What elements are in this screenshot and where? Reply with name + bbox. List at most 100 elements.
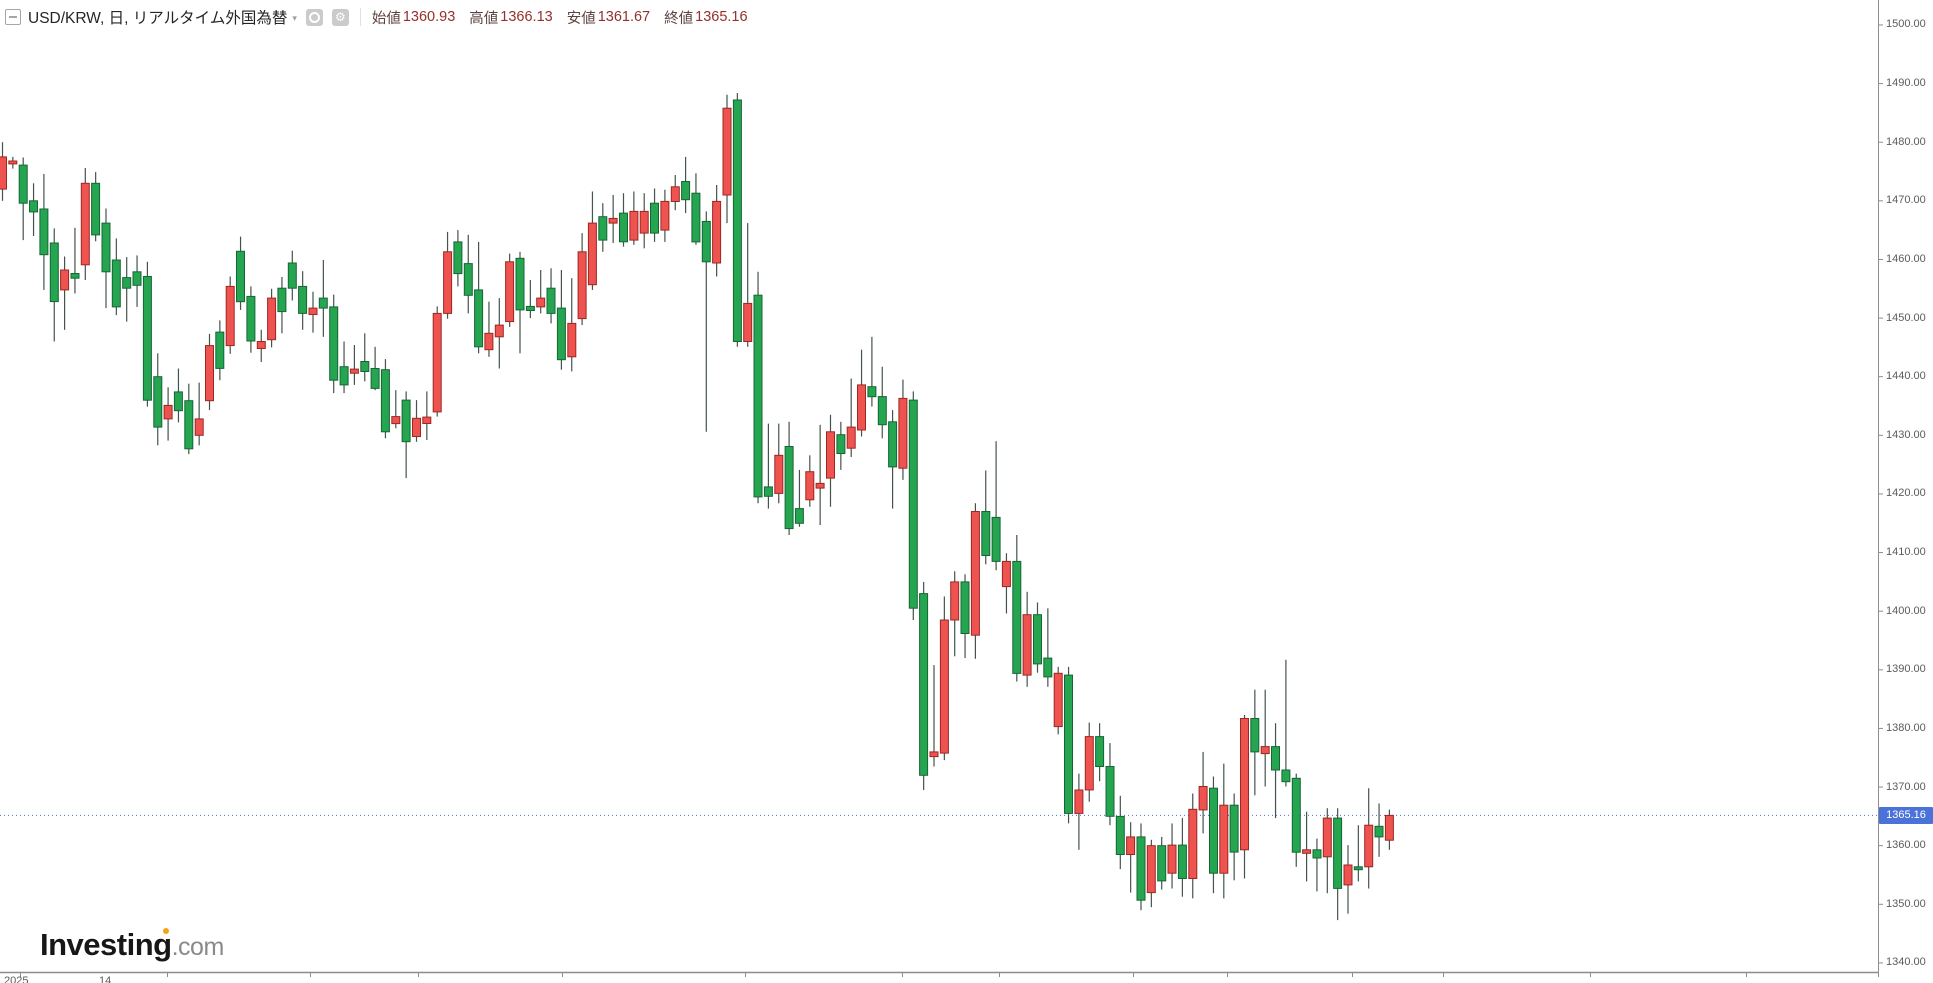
candle[interactable] [1053,666,1063,735]
candle[interactable] [39,173,49,290]
candle[interactable] [670,175,680,211]
candle[interactable] [474,241,484,354]
candle[interactable] [1260,689,1270,787]
candle[interactable] [256,329,266,362]
candle[interactable] [1374,803,1384,857]
candle[interactable] [0,142,7,201]
collapse-icon[interactable] [5,9,21,25]
candle[interactable] [950,571,960,657]
candle[interactable] [629,191,639,245]
candle[interactable] [836,421,846,470]
candle[interactable] [753,271,763,504]
candle[interactable] [484,301,494,357]
candle[interactable] [153,353,163,446]
candle[interactable] [91,172,101,242]
candle[interactable] [577,233,587,326]
candle[interactable] [722,94,732,224]
candle[interactable] [8,156,18,169]
candle[interactable] [277,277,287,334]
candle[interactable] [1126,822,1136,893]
candle[interactable] [608,195,618,243]
candle[interactable] [639,193,649,249]
candle[interactable] [1074,773,1084,850]
candle[interactable] [970,503,980,659]
candle[interactable] [339,341,349,394]
candle[interactable] [701,211,711,432]
candle[interactable] [1250,689,1260,796]
candle[interactable] [525,280,535,319]
candle[interactable] [1281,659,1291,787]
candle[interactable] [1353,825,1363,882]
candle[interactable] [1084,722,1094,802]
settings-button[interactable]: ⚙ [331,8,349,26]
candle[interactable] [1240,714,1249,879]
candle[interactable] [1333,808,1343,921]
candle[interactable] [681,156,691,214]
candle[interactable] [349,345,359,385]
candle[interactable] [505,253,515,327]
chevron-down-icon[interactable]: ▾ [292,12,297,23]
candle[interactable] [111,238,121,316]
candle[interactable] [70,227,80,294]
candle[interactable] [1384,809,1394,850]
candle[interactable] [246,286,256,353]
candle[interactable] [443,231,453,319]
candle[interactable] [1043,608,1053,687]
candle[interactable] [794,469,804,527]
candle[interactable] [919,581,929,790]
candle[interactable] [1033,602,1042,673]
candle[interactable] [49,228,59,342]
candle[interactable] [826,414,835,507]
candle[interactable] [80,168,90,280]
candle[interactable] [360,333,370,382]
candle[interactable] [122,257,132,322]
candle[interactable] [846,378,856,458]
candle[interactable] [784,421,794,535]
candle[interactable] [18,157,28,241]
candle[interactable] [691,173,701,245]
candle[interactable] [29,183,38,236]
candle[interactable] [960,574,970,659]
candle[interactable] [215,320,225,381]
candle[interactable] [1064,666,1073,824]
candle[interactable] [267,288,277,348]
candle[interactable] [1271,723,1280,819]
candle[interactable] [463,234,473,314]
candle[interactable] [1188,793,1198,899]
candle[interactable] [401,391,411,479]
candle[interactable] [660,189,670,242]
candle[interactable] [173,368,183,423]
candle[interactable] [867,336,877,407]
candle[interactable] [939,596,949,761]
candle[interactable] [1302,811,1312,882]
candle[interactable] [1177,818,1187,897]
candle[interactable] [60,256,70,330]
candle[interactable] [815,424,825,525]
candle[interactable] [774,423,784,504]
candle[interactable] [1105,743,1115,826]
candle[interactable] [1115,795,1125,870]
candle[interactable] [567,278,577,372]
candle[interactable] [1229,793,1239,881]
candle[interactable] [1291,773,1301,867]
candle[interactable] [412,400,421,442]
candle[interactable] [1146,839,1156,908]
candle[interactable] [494,298,504,369]
candle[interactable] [142,261,152,407]
candle[interactable] [184,383,194,455]
candle[interactable] [763,423,773,509]
candle[interactable] [1157,836,1167,890]
candle[interactable] [1001,553,1011,614]
candle[interactable] [318,260,328,337]
candle[interactable] [298,271,308,330]
candle[interactable] [536,270,546,314]
candle[interactable] [929,665,939,767]
candle[interactable] [287,250,297,301]
candle[interactable] [991,441,1001,571]
candle[interactable] [101,208,111,309]
candle[interactable] [370,346,380,391]
candle[interactable] [432,306,442,417]
candle[interactable] [1322,808,1332,894]
candle[interactable] [205,333,214,411]
